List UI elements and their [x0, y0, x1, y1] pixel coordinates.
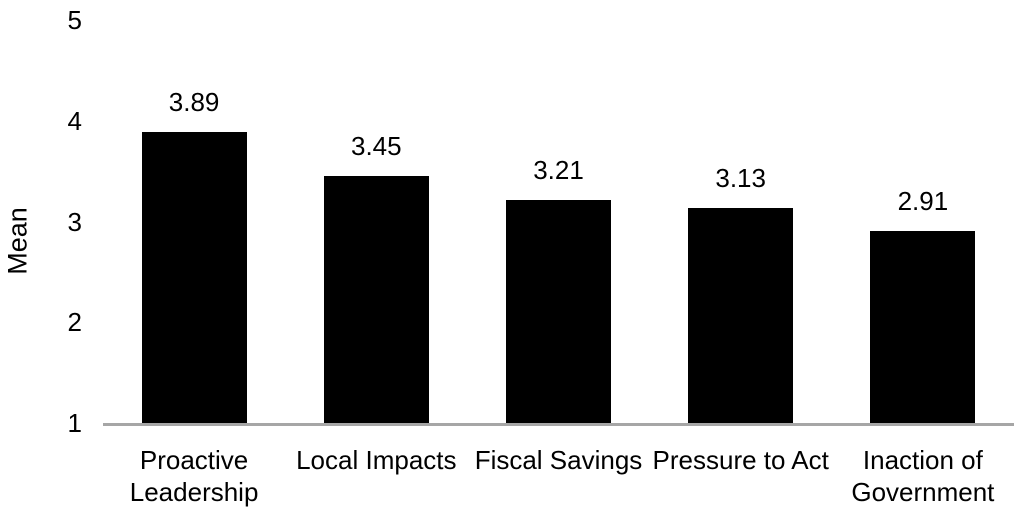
x-category-label: Pressure to Act	[652, 445, 829, 475]
x-category-label: Fiscal Savings	[474, 445, 643, 475]
y-tick-label: 5	[67, 5, 82, 35]
y-tick-label: 4	[67, 105, 82, 136]
bar-value-label: 3.89	[168, 86, 220, 117]
bar-value-label: 3.13	[715, 163, 766, 194]
y-tick-label: 1	[67, 408, 82, 438]
y-tick-label: 2	[67, 307, 82, 338]
x-category-label: Proactive Leadership	[129, 445, 259, 507]
x-category-label: Inaction of Government	[851, 445, 995, 507]
bar	[688, 208, 794, 423]
x-category-label: Local Impacts	[296, 445, 457, 475]
bar-value-label: 3.21	[533, 155, 584, 186]
x-axis-line	[103, 423, 1014, 426]
y-tick-label: 3	[67, 206, 82, 237]
y-axis-title: Mean	[2, 207, 33, 275]
bar	[870, 230, 976, 423]
bar	[323, 176, 429, 423]
bar	[506, 200, 611, 423]
bar-value-label: 2.91	[897, 185, 949, 216]
bar	[141, 131, 247, 423]
bar-value-label: 3.45	[350, 131, 402, 162]
